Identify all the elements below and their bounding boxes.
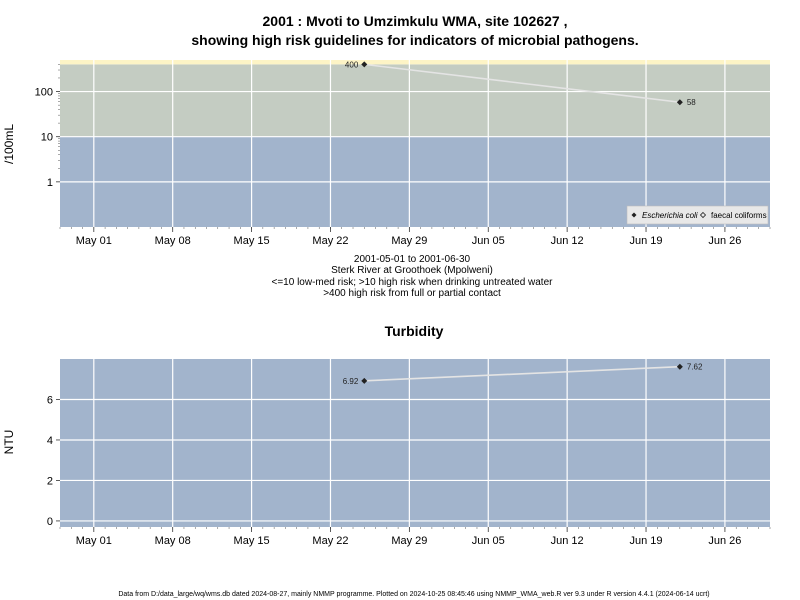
x-tick-label: May 29 — [391, 535, 427, 547]
turbidity-series: 6.92 7.62 — [343, 363, 703, 386]
series-line — [364, 63, 680, 104]
data-label: 58 — [687, 98, 696, 107]
high-risk-drinking-zone — [60, 64, 770, 137]
microbial-legend: Escherichia coli faecal coliforms — [626, 205, 769, 225]
microbial-panel: May 01 May 08 May 15 May 22 May 29 Jun 05 Jun … — [2, 60, 771, 247]
x-tick-label: Jun 19 — [630, 535, 663, 547]
x-tick-label: Jun 26 — [708, 235, 741, 247]
microbial-grid — [60, 60, 770, 227]
high-risk-contact-zone — [60, 60, 770, 65]
data-label: 7.62 — [687, 363, 703, 372]
microbial-y-axis-label: /100mL — [2, 124, 16, 164]
legend-faecal-marker-icon — [699, 211, 707, 219]
x-tick-label: Jun 19 — [630, 235, 663, 247]
main-title-line1: 2001 : Mvoti to Umzimkulu WMA, site 1026… — [263, 13, 568, 29]
data-point — [361, 61, 368, 68]
x-tick-label: May 22 — [312, 235, 348, 247]
turbidity-plot-background — [60, 359, 770, 527]
legend-box — [626, 205, 769, 225]
data-point — [676, 363, 683, 370]
x-tick-label: May 15 — [234, 535, 270, 547]
microbial-axes: May 01 May 08 May 15 May 22 May 29 Jun 05 Jun … — [35, 64, 771, 247]
x-tick-label: May 08 — [155, 235, 191, 247]
data-point — [361, 377, 368, 384]
legend-ecoli-label: Escherichia coli — [642, 211, 698, 220]
x-tick-label: Jun 05 — [472, 535, 505, 547]
legend-ecoli-marker-icon — [631, 212, 637, 218]
data-label: 400 — [345, 60, 359, 69]
x-tick-label: May 01 — [76, 235, 112, 247]
x-tick-label: May 08 — [155, 535, 191, 547]
y-tick-label: 0 — [47, 516, 53, 528]
legend-faecal-label: faecal coliforms — [711, 211, 767, 220]
turbidity-y-axis-label: NTU — [2, 430, 16, 455]
x-tick-label: Jun 12 — [551, 235, 584, 247]
date-range-caption: 2001-05-01 to 2001-06-30 — [354, 254, 471, 265]
x-tick-label: Jun 26 — [708, 535, 741, 547]
x-tick-label: Jun 05 — [472, 235, 505, 247]
x-tick-label: May 22 — [312, 535, 348, 547]
x-tick-label: May 15 — [234, 235, 270, 247]
x-tick-label: May 29 — [391, 235, 427, 247]
x-tick-label: Jun 12 — [551, 535, 584, 547]
turbidity-axes: May 01 May 08 May 15 May 22 May 29 Jun 05 Jun … — [47, 394, 771, 547]
guideline-contact-caption: >400 high risk from full or partial cont… — [323, 288, 501, 299]
main-title-line2: showing high risk guidelines for indicat… — [191, 32, 638, 48]
data-point — [676, 99, 683, 106]
y-tick-label: 6 — [47, 394, 53, 406]
y-tick-label: 2 — [47, 475, 53, 487]
microbial-series: 400 58 — [345, 60, 696, 107]
turbidity-panel: May 01 May 08 May 15 May 22 May 29 Jun 05 Jun … — [2, 359, 771, 547]
footer-note: Data from D:/data_large/wq/wms.db dated … — [118, 591, 709, 598]
turbidity-grid — [60, 359, 770, 527]
y-tick-label: 4 — [47, 435, 53, 447]
y-tick-label: 1 — [47, 177, 53, 189]
x-tick-label: May 01 — [76, 535, 112, 547]
guideline-drinking-caption: <=10 low-med risk; >10 high risk when dr… — [272, 277, 554, 288]
data-label: 6.92 — [343, 377, 359, 386]
turbidity-title: Turbidity — [385, 323, 444, 339]
y-tick-label: 10 — [41, 132, 53, 144]
series-line — [364, 365, 680, 382]
y-tick-label: 100 — [35, 87, 53, 99]
site-caption: Sterk River at Groothoek (Mpolweni) — [331, 265, 493, 276]
